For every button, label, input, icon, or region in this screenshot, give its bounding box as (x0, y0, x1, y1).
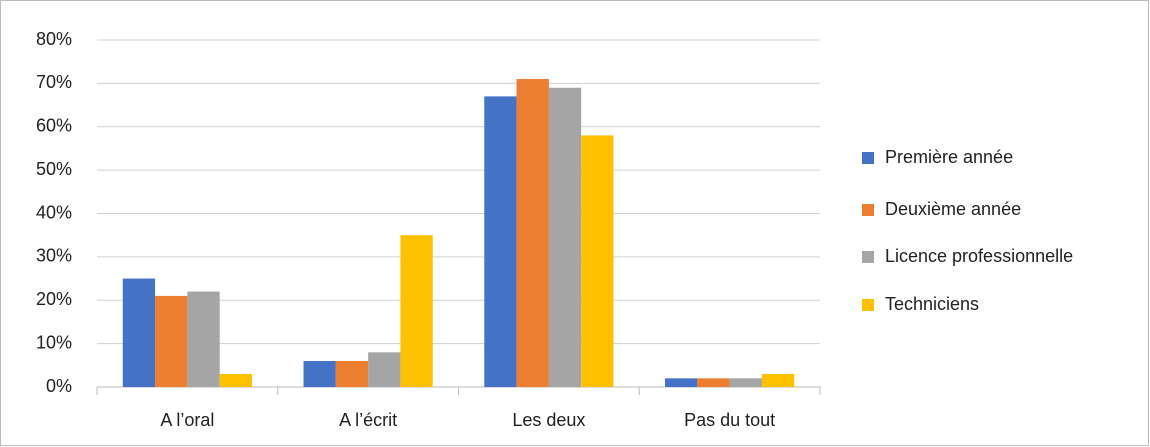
bar (516, 79, 549, 387)
bar (335, 360, 369, 387)
legend-swatch (862, 204, 874, 216)
bar (219, 373, 252, 387)
bar (303, 360, 336, 387)
y-tick-label: 30% (36, 246, 72, 266)
y-tick-label: 60% (36, 116, 72, 136)
legend-label: Licence professionnelle (885, 246, 1073, 266)
bar (122, 278, 156, 387)
x-tick-label: Pas du tout (684, 410, 775, 430)
bar (665, 378, 698, 387)
bar (187, 291, 220, 387)
bar (581, 135, 614, 387)
bar (761, 373, 795, 387)
legend-label: Deuxième année (885, 199, 1021, 219)
bar (155, 295, 188, 387)
bar (484, 96, 517, 387)
y-tick-label: 50% (36, 159, 72, 179)
legend-label: Techniciens (885, 294, 979, 314)
y-tick-label: 70% (36, 72, 72, 92)
y-tick-label: 20% (36, 289, 72, 309)
y-tick-label: 10% (36, 332, 72, 352)
x-tick-label: A l’oral (160, 410, 214, 430)
x-tick-label: A l’écrit (339, 410, 397, 430)
legend-label: Première année (885, 147, 1013, 167)
bar (729, 378, 762, 387)
y-tick-label: 0% (46, 376, 72, 396)
bar (548, 87, 582, 388)
x-tick-label: Les deux (512, 410, 585, 430)
legend-swatch (862, 251, 874, 263)
legend-swatch (862, 152, 874, 164)
y-tick-label: 40% (36, 202, 72, 222)
bar (400, 235, 433, 387)
legend-swatch (862, 299, 874, 311)
bar (697, 378, 730, 387)
y-tick-label: 80% (36, 29, 72, 49)
bar (368, 352, 401, 387)
